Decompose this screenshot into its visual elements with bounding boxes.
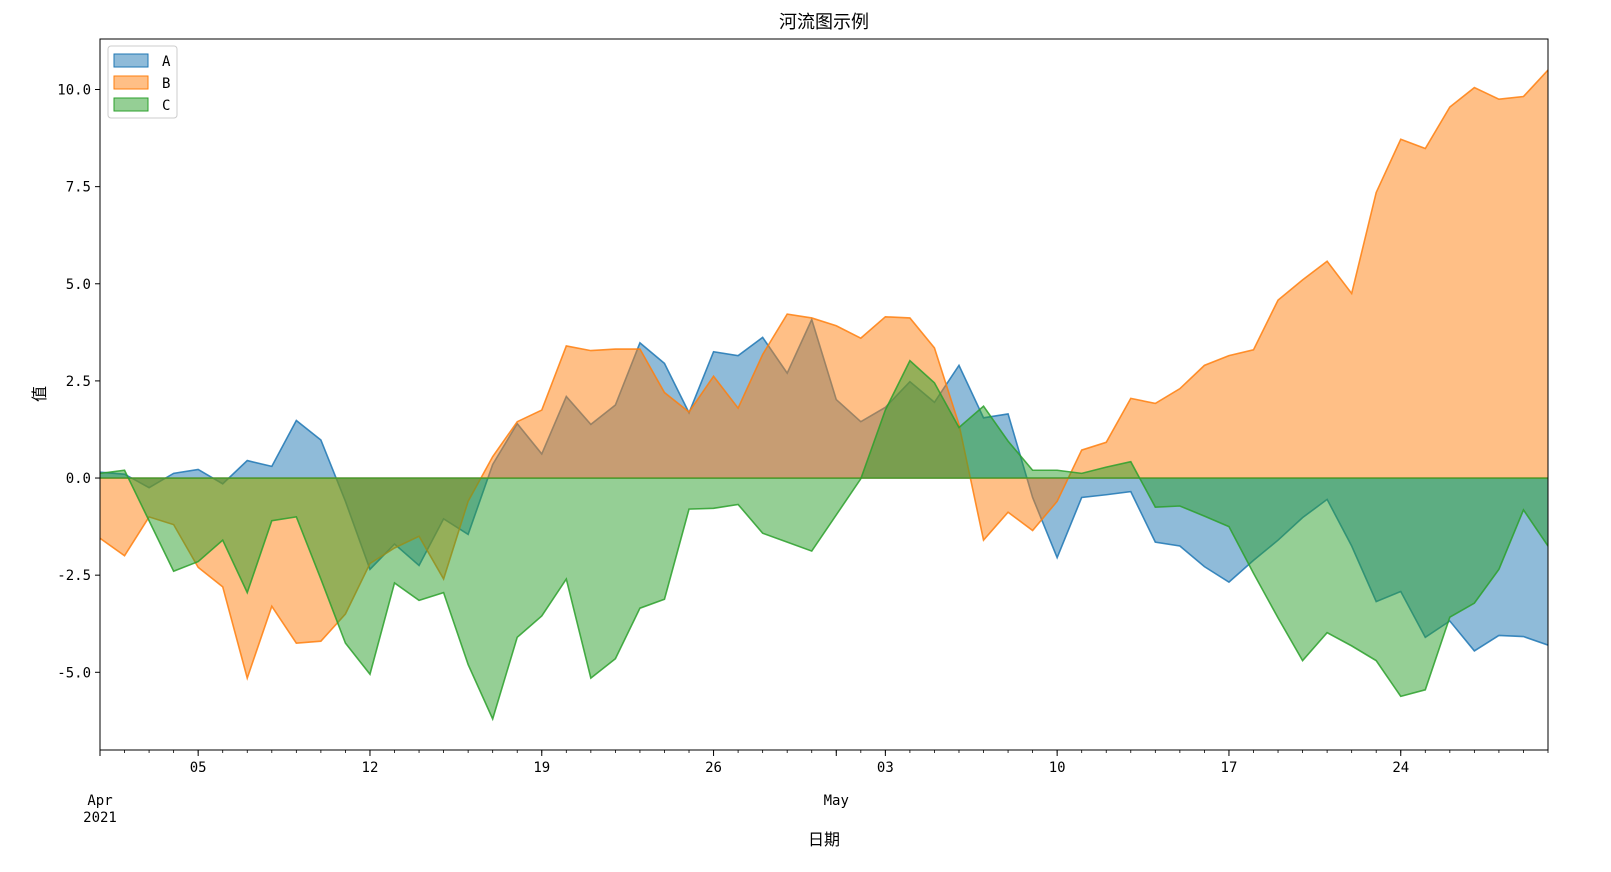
x-tick-label: 26 bbox=[705, 760, 722, 776]
x-axis-title: 日期 bbox=[808, 830, 840, 849]
y-tick-label: 7.5 bbox=[66, 180, 91, 196]
legend-label-C: C bbox=[162, 98, 170, 114]
x-month-label: Apr bbox=[87, 793, 112, 809]
series-area-B bbox=[100, 70, 1548, 679]
x-tick-label: 10 bbox=[1049, 760, 1066, 776]
x-tick-label: 12 bbox=[362, 760, 379, 776]
legend-swatch-B bbox=[113, 75, 149, 90]
legend-swatch-C bbox=[113, 97, 149, 112]
series-line-C bbox=[100, 359, 1548, 722]
x-tick-label: 17 bbox=[1221, 760, 1238, 776]
y-tick-label: -2.5 bbox=[57, 568, 91, 584]
y-tick-label: -5.0 bbox=[57, 665, 91, 681]
legend-label-B: B bbox=[162, 76, 170, 92]
y-tick-label: 0.0 bbox=[66, 471, 91, 487]
x-tick-label: 05 bbox=[190, 760, 207, 776]
series-layer bbox=[100, 69, 1548, 722]
y-axis-title: 值 bbox=[30, 386, 49, 402]
legend: ABC bbox=[107, 45, 178, 119]
x-year-label: 2021 bbox=[83, 810, 117, 826]
axes-layer: -5.0 -2.5 0.0 2.5 5.0 7.5 10.0 05 12 19 26 03 10 17 24… bbox=[57, 38, 1549, 826]
y-tick-label: 2.5 bbox=[66, 374, 91, 390]
x-tick-label: 24 bbox=[1392, 760, 1409, 776]
x-tick-label: 03 bbox=[877, 760, 894, 776]
legend-swatch-A bbox=[113, 53, 149, 68]
x-tick-label: 19 bbox=[533, 760, 550, 776]
chart-title: 河流图示例 bbox=[779, 12, 869, 33]
plot-frame bbox=[99, 38, 1549, 751]
y-tick-label: 10.0 bbox=[57, 83, 91, 99]
y-tick-label: 5.0 bbox=[66, 277, 91, 293]
series-area-C bbox=[100, 360, 1548, 719]
x-month-label: May bbox=[824, 793, 849, 809]
legend-label-A: A bbox=[162, 54, 171, 70]
